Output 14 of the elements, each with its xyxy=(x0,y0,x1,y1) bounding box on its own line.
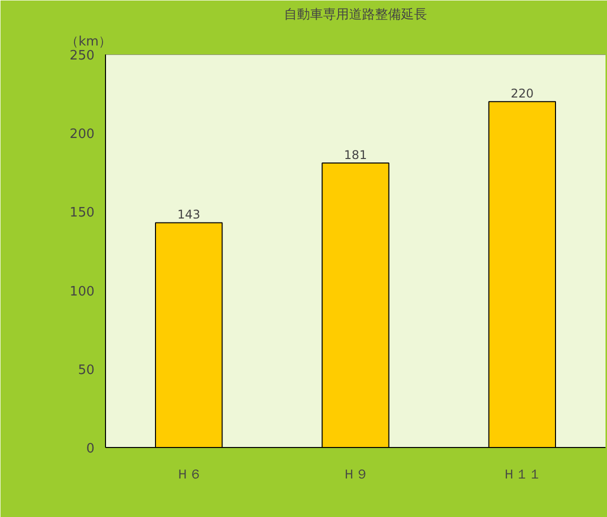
x-tick-label: Ｈ６ xyxy=(176,468,202,482)
data-label: 143 xyxy=(177,208,200,222)
y-tick-label: 200 xyxy=(70,127,95,142)
y-tick-label: 250 xyxy=(70,48,95,64)
chart-title: 自動車専用道路整備延長 xyxy=(284,8,427,22)
x-tick-label: Ｈ９ xyxy=(342,468,368,482)
y-axis-title: （km） xyxy=(66,34,112,50)
data-label: 181 xyxy=(344,148,367,162)
y-tick-label: 50 xyxy=(78,362,95,378)
x-tick-label: Ｈ１１ xyxy=(502,468,542,482)
data-label: 220 xyxy=(510,86,534,101)
y-tick-label: 100 xyxy=(70,284,95,300)
y-tick-label: 150 xyxy=(70,206,95,221)
y-tick-label: 0 xyxy=(86,442,95,456)
